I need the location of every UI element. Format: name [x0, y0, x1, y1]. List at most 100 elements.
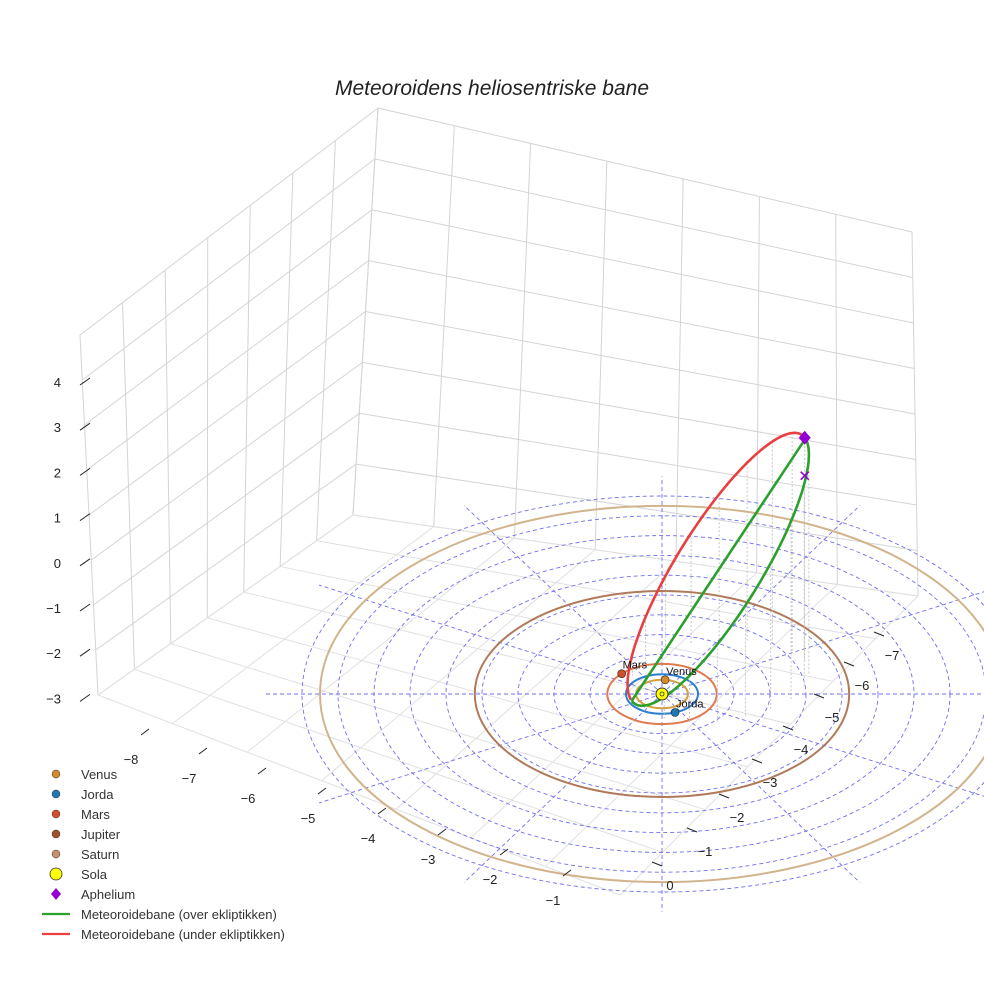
- planet-venus: [660, 675, 670, 685]
- y-tick: [843, 661, 855, 667]
- z-tick: [79, 422, 91, 431]
- y-tick-label: −4: [794, 742, 809, 757]
- floor-grid-line: [172, 526, 435, 724]
- legend: Venus Jorda Mars Jupiter Saturn Sola Aphelium M…: [42, 767, 285, 942]
- legend-marker-jorda: [51, 789, 61, 799]
- orbit-jorda: [625, 673, 699, 715]
- ecliptic-ref-circle: [481, 594, 843, 794]
- x-tick: [499, 848, 509, 856]
- z-tick: [79, 467, 91, 476]
- x-tick-label: −4: [361, 831, 376, 846]
- y-tick: [873, 631, 885, 637]
- floor-grid-line: [470, 572, 757, 839]
- x-tick: [198, 747, 208, 755]
- pane-grid-line: [91, 361, 916, 561]
- legend-marker-aphelium: [51, 888, 61, 900]
- pane-grid-line: [81, 158, 913, 381]
- planet-jorda: [670, 708, 680, 717]
- meteoroid-orbit-below: [626, 431, 806, 701]
- x-tick-label: −6: [241, 791, 256, 806]
- planet-label-mars: Mars: [623, 660, 648, 672]
- pane-grid-line: [93, 412, 917, 606]
- z-tick: [79, 558, 91, 567]
- floor-grid-line: [170, 643, 706, 811]
- floor-grid-line: [619, 595, 919, 896]
- ecliptic-reference-grid: [266, 476, 984, 912]
- floor-grid-line: [97, 514, 354, 696]
- z-tick-label: 2: [54, 465, 61, 480]
- axis-ticks: 4 3 2 1 0 −1 −2 −3 −1 −2 −3 −4 −5 −6 −7 −8 0 −1 −2 −3 −4 −5 −6…: [46, 375, 899, 908]
- y-tick: [813, 693, 825, 699]
- legend-label: Jorda: [81, 787, 114, 802]
- floor-grid-line: [280, 565, 833, 682]
- y-tick: [751, 758, 763, 764]
- meteoroid-orbit: [626, 431, 811, 723]
- sun-marker: [655, 687, 669, 701]
- x-tick-label: −5: [301, 811, 316, 826]
- ecliptic-ref-radial: [661, 693, 861, 883]
- x-tick-label: −1: [546, 893, 561, 908]
- floor-grid-line: [545, 584, 838, 867]
- ascending-node-marker: [800, 471, 810, 481]
- z-tick: [79, 377, 91, 386]
- x-tick: [317, 787, 327, 795]
- x-tick: [140, 728, 150, 736]
- pane-grid-line: [95, 463, 918, 651]
- floor-grid-line: [207, 617, 748, 768]
- x-tick: [377, 807, 387, 815]
- legend-label: Meteoroidebane (under ekliptikken): [81, 927, 285, 942]
- pane-grid-line: [84, 209, 914, 426]
- planet-mars: [617, 669, 626, 678]
- planet-label-venus: Venus: [666, 666, 697, 678]
- z-tick: [79, 513, 91, 522]
- z-tick-label: 3: [54, 420, 61, 435]
- planet-label-jorda: Jorda: [676, 698, 704, 710]
- y-tick-label: −1: [698, 844, 713, 859]
- orbit-mars: [606, 662, 718, 726]
- chart-title: Meteoroidens heliosentriske bane: [335, 77, 649, 100]
- meteoroid-orbit-above: [630, 436, 811, 708]
- z-tick: [79, 603, 91, 612]
- sun-core: [659, 691, 665, 697]
- pane-grid-line: [88, 310, 916, 516]
- z-tick-label: 0: [54, 556, 61, 571]
- y-tick-label: −5: [825, 710, 840, 725]
- legend-marker-venus: [51, 769, 61, 779]
- orbit-saturn: [319, 504, 984, 884]
- legend-marker-saturn: [51, 849, 61, 859]
- floor-grid-line: [97, 694, 621, 896]
- x-tick: [562, 869, 572, 877]
- y-tick-label: −6: [855, 678, 870, 693]
- x-tick: [257, 767, 267, 775]
- floor-grid-line: [321, 549, 596, 782]
- legend-label: Jupiter: [81, 827, 121, 842]
- legend-marker-sola: [49, 867, 63, 881]
- z-tick-label: −2: [46, 646, 61, 661]
- y-tick: [718, 793, 730, 799]
- y-tick-label: −3: [763, 775, 778, 790]
- floor-grid-line: [352, 514, 919, 597]
- z-tick-label: −1: [46, 601, 61, 616]
- floor-grid-line: [134, 668, 663, 853]
- y-tick-label: −2: [730, 810, 745, 825]
- legend-label: Saturn: [81, 847, 119, 862]
- y-tick: [686, 827, 698, 833]
- z-tick-label: 1: [54, 511, 61, 526]
- x-tick-label: −3: [421, 852, 436, 867]
- pane-grid-line: [79, 107, 913, 336]
- ecliptic-ref-radial: [318, 584, 663, 695]
- ecliptic-ref-radial: [661, 505, 861, 695]
- ecliptic-ref-circle: [445, 574, 879, 814]
- legend-label: Meteoroidebane (over ekliptikken): [81, 907, 277, 922]
- legend-label: Sola: [81, 867, 108, 882]
- markers: Venus Jorda Mars: [617, 430, 811, 717]
- y-tick: [782, 725, 794, 731]
- floor-grid-line: [243, 591, 791, 725]
- legend-marker-jupiter: [51, 829, 61, 839]
- ecliptic-ref-radial: [318, 693, 663, 804]
- floor-grid-line: [246, 537, 515, 753]
- x-tick-label: −8: [124, 752, 139, 767]
- pane-grid-line: [86, 260, 915, 471]
- legend-marker-mars: [51, 809, 61, 819]
